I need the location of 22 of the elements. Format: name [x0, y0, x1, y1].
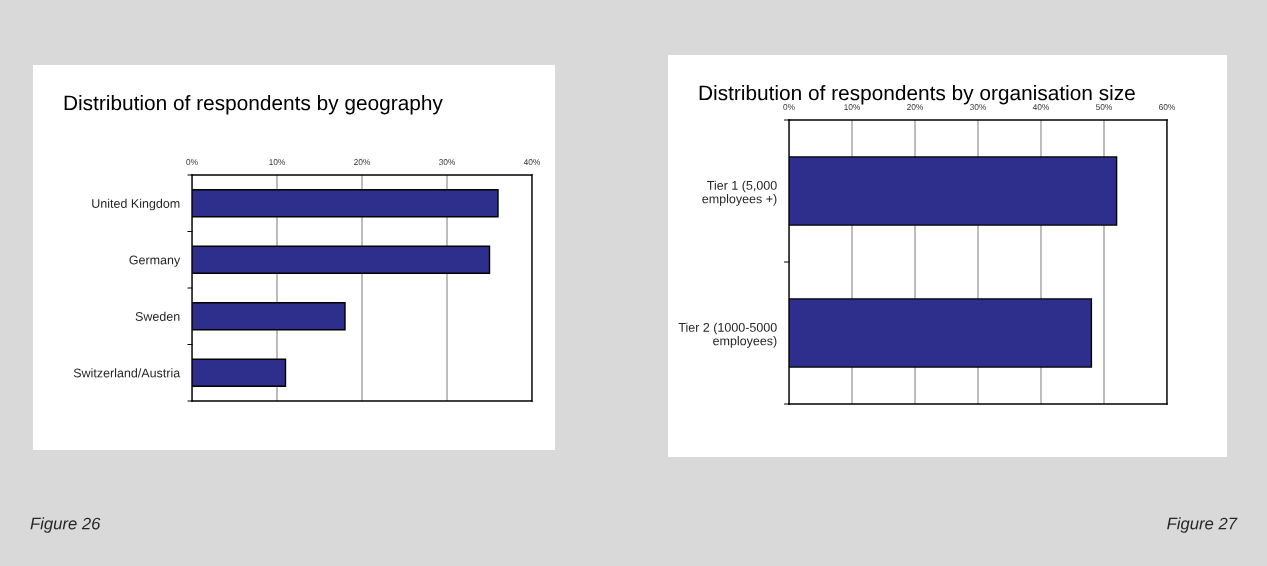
- x-tick-label: 10%: [844, 104, 861, 111]
- y-tick-label: Germany: [129, 255, 181, 267]
- x-tick-label: 30%: [438, 159, 456, 166]
- chart-title: Distribution of respondents by organisation size: [699, 85, 1135, 105]
- x-tick-label: 40%: [1032, 104, 1050, 111]
- y-tick-label: Switzerland/Austria: [73, 368, 181, 378]
- x-tick-label: 20%: [354, 159, 371, 166]
- x-tick-label: 0%: [186, 159, 198, 166]
- caption: Figure 26: [30, 517, 101, 533]
- x-tick-label: 40%: [523, 159, 541, 166]
- x-tick-label: 30%: [969, 104, 987, 111]
- x-tick-label: 20%: [907, 104, 924, 111]
- y-tick-label: Sweden: [135, 311, 180, 321]
- caption: Figure 27: [1167, 517, 1238, 533]
- y-tick-label: Tier 2 (1000-5000 employees): [678, 322, 777, 348]
- x-tick-label: 60%: [1159, 104, 1176, 111]
- x-tick-label: 0%: [783, 104, 795, 111]
- y-tick-label: Tier 1 (5,000 employees +): [702, 180, 777, 206]
- x-tick-label: 10%: [269, 159, 286, 166]
- chart-title: Distribution of respondents by geography: [64, 95, 443, 115]
- x-tick-label: 50%: [1095, 104, 1113, 111]
- y-tick-label: United Kingdom: [92, 198, 180, 211]
